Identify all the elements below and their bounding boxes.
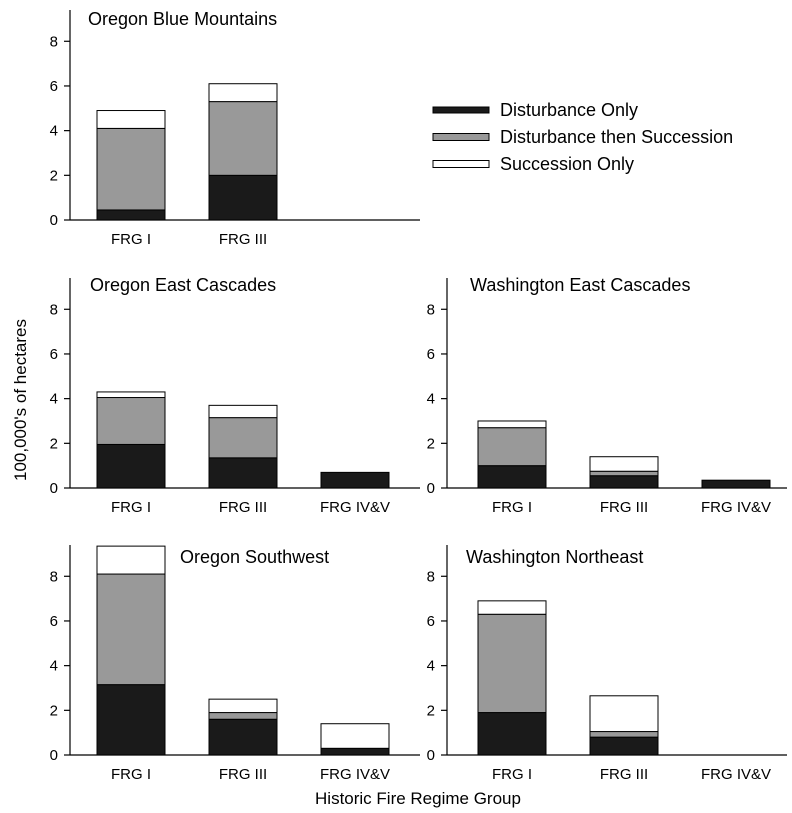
y-tick-label: 2 — [50, 702, 58, 719]
bar-disturbance-then-succession — [208, 417, 278, 459]
bar-succession-only — [96, 391, 166, 399]
y-axis-title: 100,000's of hectares — [11, 319, 30, 481]
bar-disturbance-only — [96, 684, 166, 756]
x-tick-label: FRG III — [600, 499, 648, 516]
y-tick-label: 6 — [427, 613, 435, 630]
legend-label: Disturbance then Succession — [500, 127, 733, 147]
x-tick-label: FRG IV&V — [701, 766, 771, 783]
bar-disturbance-then-succession — [96, 127, 166, 211]
bar-disturbance-then-succession — [208, 712, 278, 720]
bar-disturbance-only — [208, 718, 278, 756]
bar-succession-only — [96, 110, 166, 129]
legend-label: Succession Only — [500, 154, 634, 174]
y-tick-label: 4 — [427, 658, 435, 675]
y-tick-label: 0 — [50, 480, 58, 497]
bar-disturbance-only — [589, 736, 659, 756]
y-tick-label: 2 — [50, 435, 58, 452]
x-tick-label: FRG I — [111, 231, 151, 248]
x-tick-label: FRG I — [492, 766, 532, 783]
bar-disturbance-only — [208, 457, 278, 489]
x-tick-label: FRG I — [492, 499, 532, 516]
bar-succession-only — [96, 545, 166, 575]
legend-swatch-disturbance-only — [432, 106, 490, 114]
y-tick-label: 2 — [427, 702, 435, 719]
bar-succession-only — [589, 456, 659, 472]
x-tick-label: FRG I — [111, 766, 151, 783]
bar-disturbance-then-succession — [589, 731, 659, 738]
y-tick-label: 8 — [427, 301, 435, 318]
x-tick-label: FRG IV&V — [701, 499, 771, 516]
bar-succession-only — [208, 698, 278, 714]
y-tick-label: 8 — [50, 568, 58, 585]
bar-disturbance-only — [477, 465, 547, 489]
bar-disturbance-only — [589, 475, 659, 489]
y-tick-label: 0 — [50, 747, 58, 764]
x-axis-title: Historic Fire Regime Group — [315, 789, 521, 808]
y-tick-label: 2 — [427, 435, 435, 452]
y-tick-label: 0 — [50, 212, 58, 229]
legend-swatch-succession-only — [432, 160, 490, 168]
bar-disturbance-then-succession — [96, 573, 166, 686]
panel-washington-east-cascades: Washington East Cascades 0 2 4 6 8 FRG I FRG II… — [427, 275, 787, 516]
legend: Disturbance Only Disturbance then Success… — [432, 100, 733, 174]
bar-disturbance-then-succession — [477, 613, 547, 714]
bar-disturbance-then-succession — [96, 397, 166, 445]
x-tick-label: FRG IV&V — [320, 766, 390, 783]
y-tick-label: 4 — [50, 391, 58, 408]
legend-label: Disturbance Only — [500, 100, 638, 120]
bar-succession-only — [208, 83, 278, 103]
panel-oregon-blue-mountains: Oregon Blue Mountains 0 2 4 6 8 FRG I FRG III — [50, 9, 420, 248]
y-tick-label: 0 — [427, 747, 435, 764]
y-tick-label: 4 — [50, 658, 58, 675]
y-tick-label: 8 — [427, 568, 435, 585]
panel-title: Oregon Southwest — [180, 547, 329, 567]
x-tick-label: FRG III — [219, 766, 267, 783]
bar-succession-only — [477, 600, 547, 615]
bar-succession-only — [208, 404, 278, 419]
bar-disturbance-only — [208, 174, 278, 221]
y-tick-label: 6 — [50, 78, 58, 95]
bar-disturbance-only — [320, 471, 390, 489]
bar-disturbance-only — [96, 209, 166, 221]
y-tick-label: 6 — [427, 346, 435, 363]
panel-oregon-southwest: Oregon Southwest 0 2 4 6 8 FRG I FRG III FRG IV&… — [50, 545, 420, 783]
bar-disturbance-then-succession — [477, 427, 547, 467]
bar-disturbance-only — [320, 747, 390, 756]
panel-title: Washington East Cascades — [470, 275, 690, 295]
bar-disturbance-then-succession — [208, 101, 278, 176]
panel-title: Oregon East Cascades — [90, 275, 276, 295]
y-tick-label: 2 — [50, 167, 58, 184]
x-tick-label: FRG IV&V — [320, 499, 390, 516]
x-tick-label: FRG III — [219, 499, 267, 516]
bar-succession-only — [589, 695, 659, 733]
bar-disturbance-only — [96, 443, 166, 489]
panel-title: Washington Northeast — [466, 547, 643, 567]
y-tick-label: 6 — [50, 613, 58, 630]
bar-succession-only — [477, 420, 547, 429]
y-tick-label: 8 — [50, 33, 58, 50]
y-tick-label: 8 — [50, 301, 58, 318]
x-tick-label: FRG I — [111, 499, 151, 516]
y-tick-label: 6 — [50, 346, 58, 363]
bar-disturbance-only — [477, 712, 547, 756]
bar-disturbance-then-succession — [589, 470, 659, 477]
x-tick-label: FRG III — [219, 231, 267, 248]
panel-oregon-east-cascades: Oregon East Cascades 0 2 4 6 8 FRG I FRG III FRG… — [50, 275, 420, 516]
y-tick-label: 4 — [50, 123, 58, 140]
y-tick-label: 4 — [427, 391, 435, 408]
x-tick-label: FRG III — [600, 766, 648, 783]
bar-disturbance-only — [701, 479, 771, 489]
y-tick-label: 0 — [427, 480, 435, 497]
panel-washington-northeast: Washington Northeast 0 2 4 6 8 FRG I FRG III FRG… — [427, 545, 787, 783]
panel-title: Oregon Blue Mountains — [88, 9, 277, 29]
legend-swatch-disturbance-then-succession — [432, 133, 490, 141]
bar-succession-only — [320, 723, 390, 749]
